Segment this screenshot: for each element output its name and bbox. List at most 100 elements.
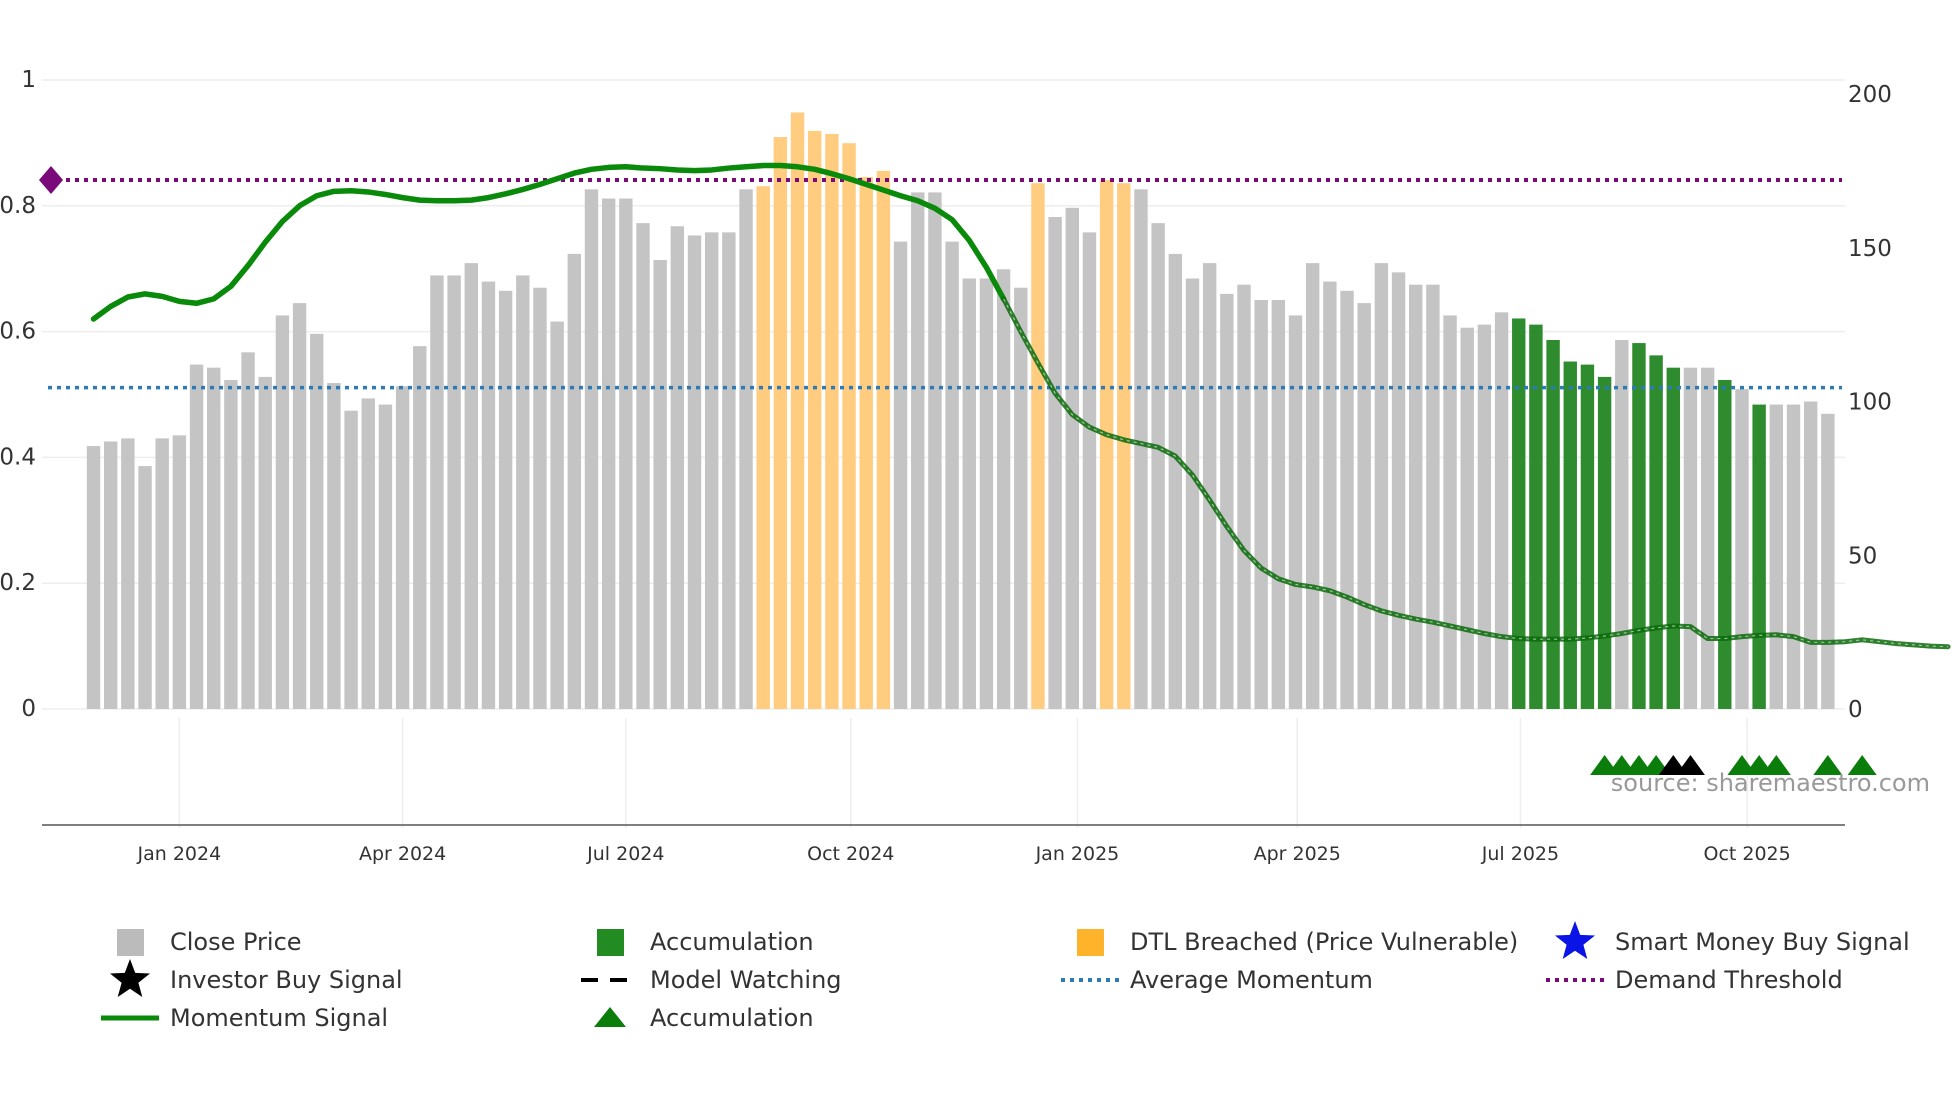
price-bar (1546, 340, 1560, 709)
signal-lines (39, 162, 1951, 650)
price-bar (310, 333, 324, 709)
gridlines (42, 79, 1845, 828)
price-bar (1254, 300, 1268, 709)
x-axis-tick-label: Oct 2024 (807, 843, 894, 865)
momentum-signal-line-tail-highlight (1003, 298, 1949, 648)
price-bar (413, 346, 427, 709)
left-axis-tick-label: 0.2 (0, 570, 36, 596)
price-bar (1305, 263, 1320, 709)
price-bar (1803, 401, 1818, 709)
price-bar (1168, 253, 1183, 709)
legend-label: Close Price (170, 928, 302, 956)
price-bar (327, 383, 341, 709)
legend-label: Smart Money Buy Signal (1615, 928, 1910, 956)
price-bar (550, 321, 564, 709)
price-bar (1409, 284, 1423, 709)
price-bar (893, 241, 908, 709)
right-axis-tick-label: 50 (1848, 543, 1877, 569)
price-bar (687, 235, 702, 709)
legend-item: Momentum Signal (101, 1004, 388, 1032)
x-axis-tick-label: Jan 2025 (1035, 843, 1120, 865)
legend-label: Accumulation (650, 1004, 814, 1032)
legend-label: Model Watching (650, 966, 842, 994)
accumulation-marker (1761, 755, 1791, 775)
price-bar (258, 376, 272, 709)
x-axis-tick-label: Oct 2025 (1703, 843, 1790, 865)
legend-item: Model Watching (581, 966, 842, 994)
demand-threshold-marker (39, 166, 63, 195)
legend-square-icon (597, 929, 624, 956)
price-bar (172, 435, 187, 709)
right-axis-tick-label: 200 (1848, 82, 1892, 108)
price-bar (704, 232, 719, 709)
left-axis-tick-label: 0 (21, 696, 36, 722)
price-bar (670, 226, 685, 709)
price-bar (1099, 180, 1114, 710)
price-bar (1151, 223, 1165, 709)
price-bar (1134, 189, 1148, 709)
price-bar (1735, 389, 1749, 709)
price-bar (1031, 183, 1045, 710)
accumulation-marker (1813, 755, 1843, 775)
price-bar (1597, 376, 1612, 709)
legend-item: Average Momentum (1061, 966, 1373, 994)
price-bar (1632, 343, 1646, 709)
price-bar (790, 112, 805, 709)
price-bar (619, 198, 633, 710)
price-bar (928, 192, 942, 709)
price-bar (1065, 207, 1079, 709)
price-bar (86, 446, 101, 709)
price-bar (1443, 315, 1457, 709)
price-bar (1048, 217, 1062, 709)
price-bar (773, 137, 788, 710)
price-bar (447, 275, 461, 709)
source-watermark: source: sharemaestro.com (1611, 769, 1930, 797)
close-price-bars (86, 112, 1835, 710)
price-bar (1683, 367, 1698, 709)
legend-label: Accumulation (650, 928, 814, 956)
price-bar (653, 260, 667, 709)
price-bar (275, 315, 290, 709)
price-bar (876, 170, 891, 709)
price-bar (825, 133, 839, 710)
price-bar (1563, 361, 1577, 709)
price-bar (1202, 263, 1217, 709)
price-bar (859, 177, 873, 709)
price-bar (1374, 263, 1389, 709)
price-bar (756, 186, 770, 709)
price-bar (1512, 318, 1526, 709)
price-bar (1271, 300, 1286, 709)
price-bar (1580, 364, 1595, 709)
legend-label: DTL Breached (Price Vulnerable) (1130, 928, 1518, 956)
legend-star-icon (1555, 921, 1595, 959)
legend-item: Investor Buy Signal (110, 959, 403, 997)
right-axis-tick-label: 150 (1848, 236, 1892, 262)
left-axis-tick-label: 1 (21, 67, 36, 93)
price-bar (1494, 312, 1509, 709)
price-bar (1117, 183, 1131, 710)
price-bar (395, 386, 410, 709)
x-axis-tick-label: Jul 2024 (586, 843, 664, 865)
legend-star-icon (110, 959, 150, 997)
price-bar (498, 290, 513, 709)
price-bar (1237, 284, 1251, 709)
price-bar (361, 398, 375, 709)
x-axis-tick-label: Jan 2024 (137, 843, 222, 865)
legend-triangle-icon (594, 1007, 626, 1027)
price-bar (1391, 272, 1406, 709)
legend-label: Momentum Signal (170, 1004, 388, 1032)
investor-buy-marker (1675, 755, 1705, 775)
price-bar (464, 263, 478, 709)
price-bar (344, 410, 358, 709)
price-bar (962, 278, 976, 709)
legend-item: Demand Threshold (1546, 966, 1843, 994)
price-bar (1718, 379, 1732, 709)
price-bar (138, 466, 152, 709)
legend-item: Close Price (117, 928, 302, 956)
x-axis-tick-label: Jul 2025 (1481, 843, 1559, 865)
price-bar (567, 253, 582, 709)
legend-item: Smart Money Buy Signal (1555, 921, 1910, 959)
right-axis-tick-label: 0 (1848, 697, 1863, 723)
price-bar (1357, 303, 1371, 709)
